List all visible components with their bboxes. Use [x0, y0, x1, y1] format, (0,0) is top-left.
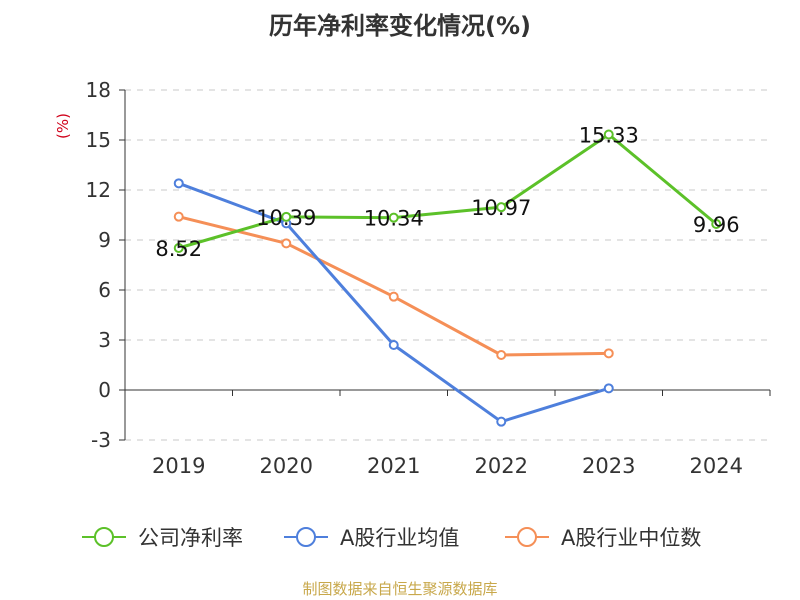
- data-point: [281, 238, 292, 249]
- data-point: [173, 178, 184, 189]
- legend-label: A股行业中位数: [561, 526, 701, 550]
- data-point: [603, 383, 614, 394]
- y-tick-label: 6: [98, 278, 111, 302]
- data-label: 10.34: [364, 207, 424, 231]
- chart-title: 历年净利率变化情况(%): [269, 12, 531, 40]
- y-axis-label: (%): [54, 113, 72, 139]
- data-label: 10.39: [256, 206, 316, 230]
- x-tick-label: 2022: [475, 454, 528, 478]
- grid-layer: [125, 89, 770, 441]
- y-tick-label: 12: [86, 178, 111, 202]
- y-tick-label: 0: [98, 378, 111, 402]
- data-point: [603, 348, 614, 359]
- data-point: [281, 211, 292, 222]
- data-point: [388, 212, 399, 223]
- data-point: [173, 211, 184, 222]
- data-point: [496, 350, 507, 360]
- data-point: [711, 219, 722, 229]
- data-point: [496, 416, 507, 427]
- y-tick-label: -3: [91, 428, 111, 452]
- data-point: [388, 340, 399, 350]
- series-line: [178, 133, 718, 250]
- data-label: 10.97: [471, 196, 531, 220]
- x-tick-label: 2021: [367, 454, 420, 478]
- series-line: [178, 215, 609, 357]
- legend-marker: [94, 527, 114, 547]
- y-tick-label: 18: [86, 78, 111, 102]
- data-label: 15.33: [579, 124, 639, 148]
- x-tick-label: 2023: [582, 454, 635, 478]
- data-label: 9.96: [693, 213, 740, 237]
- y-tick-label: 15: [86, 128, 111, 152]
- data-point: [173, 243, 184, 253]
- y-tick-label: 9: [98, 228, 111, 252]
- legend: 公司净利率 A股行业均值 A股行业中位数: [82, 526, 701, 550]
- source-footer: 制图数据来自恒生聚源数据库: [302, 580, 498, 598]
- x-tick-label: 2024: [690, 454, 743, 478]
- legend-marker: [517, 527, 537, 547]
- data-point: [496, 202, 507, 213]
- data-label: 8.52: [155, 237, 202, 261]
- legend-label: A股行业均值: [340, 526, 459, 550]
- y-tick-label: 3: [98, 328, 111, 352]
- x-tick-label: 2019: [152, 454, 205, 478]
- x-tick-label: 2020: [260, 454, 313, 478]
- axis-layer: 18 15 12 9 6 3 0 -3 2019 2020 2021 2022 2023 2024 (%): [54, 78, 771, 478]
- data-label-layer: 8.52 10.39 10.34 10.97 15.33 9.96: [155, 124, 739, 262]
- data-point: [388, 291, 399, 302]
- legend-label: 公司净利率: [138, 526, 243, 550]
- legend-marker: [296, 527, 316, 547]
- series-layer: [173, 129, 722, 427]
- data-point: [603, 129, 614, 140]
